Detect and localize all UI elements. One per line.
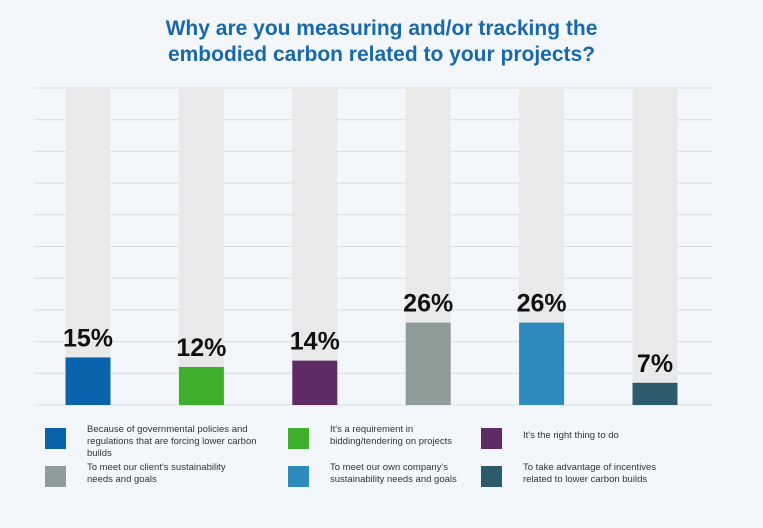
legend-item-governmental-policies: Because of governmental policies and reg… xyxy=(45,424,285,459)
chart-legend: Because of governmental policies and reg… xyxy=(0,420,763,520)
bar xyxy=(178,366,224,405)
data-label: 7% xyxy=(637,350,673,378)
bar-background xyxy=(178,88,224,405)
bar xyxy=(292,360,338,405)
legend-label-line: sustainability needs and goals xyxy=(330,474,457,485)
chart-title: Why are you measuring and/or tracking th… xyxy=(0,16,763,68)
legend-swatch xyxy=(45,428,66,449)
bar xyxy=(632,382,678,405)
bar xyxy=(405,322,451,405)
data-label: 14% xyxy=(290,328,340,356)
bar xyxy=(65,357,111,405)
legend-item-right-thing: It's the right thing to do xyxy=(481,424,721,454)
legend-label-line: To meet our own company's xyxy=(330,462,448,473)
legend-swatch xyxy=(481,428,502,449)
legend-label: It's the right thing to do xyxy=(523,430,713,442)
legend-label-line: bidding/tendering on projects xyxy=(330,436,453,447)
legend-item-company-sustainability: To meet our own company's sustainability… xyxy=(288,462,528,492)
legend-label: To take advantage of incentives related … xyxy=(523,462,713,486)
legend-label-line: Because of governmental policies and xyxy=(87,424,248,435)
legend-label-line: To meet our client's sustainability xyxy=(87,462,226,473)
legend-label: Because of governmental policies and reg… xyxy=(87,424,277,460)
legend-label: It's a requirement in bidding/tendering … xyxy=(330,424,520,448)
legend-swatch xyxy=(288,466,309,487)
legend-label: To meet our client's sustainability need… xyxy=(87,462,277,486)
legend-item-client-sustainability: To meet our client's sustainability need… xyxy=(45,462,285,492)
legend-swatch xyxy=(481,466,502,487)
bar-background xyxy=(632,88,678,405)
bar-background xyxy=(292,88,338,405)
legend-label-line: It's the right thing to do xyxy=(523,430,619,441)
data-label: 26% xyxy=(403,290,453,318)
legend-label-line: To take advantage of incentives xyxy=(523,462,657,473)
chart-title-line-2: embodied carbon related to your projects… xyxy=(167,43,596,66)
chart-title-line-1: Why are you measuring and/or tracking th… xyxy=(165,17,598,40)
legend-swatch xyxy=(288,428,309,449)
legend-item-incentives: To take advantage of incentives related … xyxy=(481,462,721,492)
legend-label-line: related to lower carbon builds xyxy=(523,474,648,485)
bar-background xyxy=(65,88,111,405)
legend-label: To meet our own company's sustainability… xyxy=(330,462,520,486)
legend-label-line: needs and goals xyxy=(87,474,157,485)
data-label: 12% xyxy=(176,334,226,362)
bar xyxy=(519,322,565,405)
legend-item-bidding-requirement: It's a requirement in bidding/tendering … xyxy=(288,424,528,454)
legend-label-line: regulations that are forcing lower carbo… xyxy=(87,436,257,459)
data-label: 15% xyxy=(63,324,113,352)
data-label: 26% xyxy=(517,290,567,318)
bar-chart: 15% 12% 14% 26% 26% 7% xyxy=(34,87,712,406)
legend-swatch xyxy=(45,466,66,487)
legend-label-line: It's a requirement in xyxy=(330,424,414,435)
